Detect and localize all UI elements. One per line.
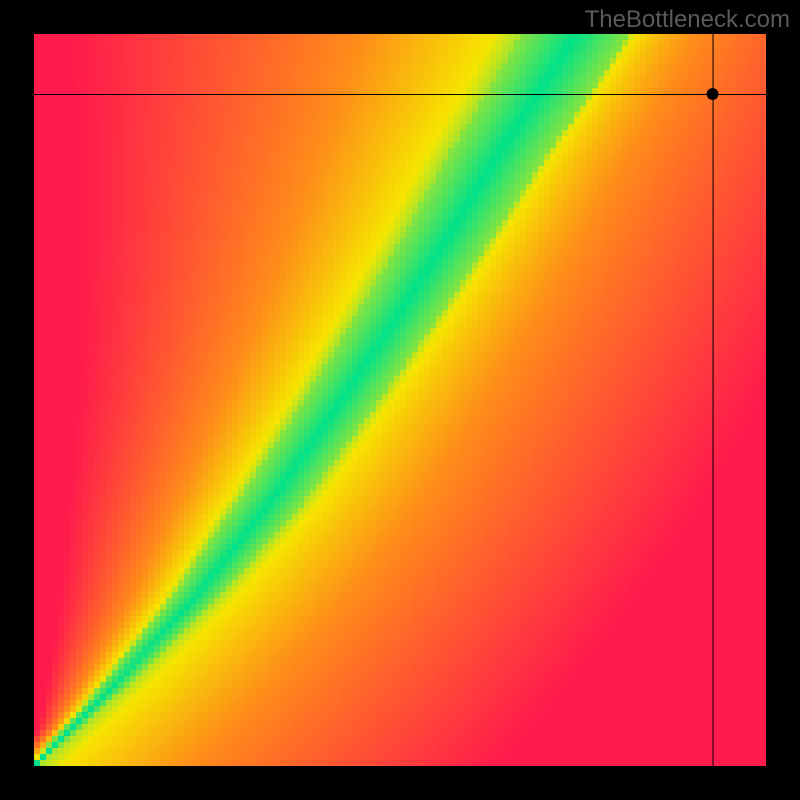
chart-frame: TheBottleneck.com	[0, 0, 800, 800]
watermark-text: TheBottleneck.com	[585, 6, 790, 34]
heatmap-canvas	[0, 0, 800, 800]
